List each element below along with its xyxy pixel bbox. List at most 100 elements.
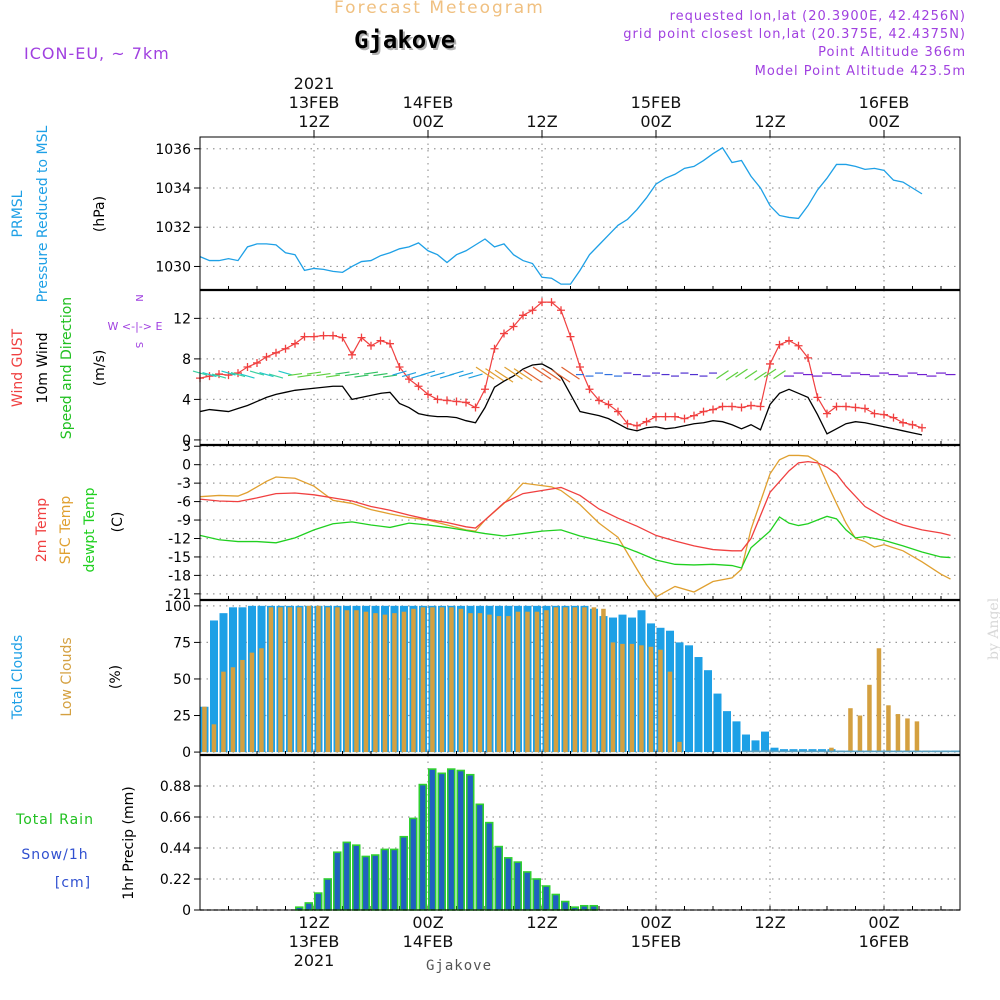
y-tick-label: -3: [177, 476, 191, 492]
wind-direction-arrow: [354, 374, 369, 378]
gust-marker: [614, 407, 622, 416]
wind-direction-arrow: [363, 371, 379, 375]
precip-bar: [494, 845, 503, 911]
gust-marker: [471, 403, 480, 412]
y-tick-label: 0: [182, 433, 191, 449]
precip-bar: [551, 893, 560, 911]
gust-marker: [291, 339, 299, 348]
total-cloud-bar: [770, 747, 779, 753]
gust-marker: [281, 344, 290, 353]
gust-marker: [224, 371, 233, 380]
gust-marker: [329, 331, 337, 340]
requested-coords: requested lon,lat (20.3900E, 42.4256N): [669, 9, 966, 24]
gust-marker: [737, 403, 746, 412]
wind-direction-arrow: [325, 374, 341, 378]
y-tick-label: -15: [168, 550, 191, 566]
precip-bar: [532, 878, 541, 911]
clouds-unit: (%): [108, 665, 124, 689]
y-tick-label: 1034: [155, 181, 191, 197]
wind-direction-arrow: [211, 373, 227, 379]
gust-marker: [804, 353, 812, 362]
gust-marker: [842, 402, 850, 411]
low-cloud-bar: [867, 684, 872, 753]
wind-direction-arrow: [763, 368, 777, 378]
gust-marker: [547, 298, 556, 307]
panel-frame: [199, 754, 961, 911]
low-cloud-bar: [572, 607, 578, 753]
model-altitude: Model Point Altitude 423.5m: [754, 64, 966, 79]
total-cloud-bar: [694, 657, 703, 753]
top-time-label: 14FEB: [403, 93, 454, 112]
gust-marker: [747, 401, 755, 410]
total-cloud-bar: [685, 645, 693, 753]
sfctemp-label: SFC Temp: [58, 496, 74, 565]
gust-marker: [851, 403, 860, 412]
gust-marker: [443, 396, 451, 405]
y-tick-label: 75: [173, 635, 191, 651]
wind-direction-arrow: [504, 366, 523, 380]
top-time-label: 12Z: [754, 112, 785, 131]
wind-direction-arrow: [230, 371, 246, 378]
gust-marker: [481, 385, 489, 394]
gust-marker: [880, 410, 888, 419]
pressure-unit: (hPa): [92, 196, 108, 232]
gust-marker: [766, 359, 774, 368]
y-tick-label: 1036: [155, 142, 191, 158]
wind-direction-arrow: [532, 366, 552, 380]
wind-direction-arrow: [278, 370, 293, 376]
gust-marker: [348, 350, 356, 359]
compass-south-label: S: [133, 342, 144, 348]
precip-bar: [370, 854, 380, 911]
total-cloud-bar: [713, 693, 722, 753]
gust-marker: [462, 398, 470, 407]
precip-bar: [408, 817, 418, 911]
gust-marker: [623, 419, 632, 428]
wind-direction-arrow: [259, 371, 274, 378]
y-tick-label: 25: [173, 709, 191, 725]
gust-marker: [585, 385, 594, 394]
low-cloud-bar: [914, 721, 920, 753]
precip-bar: [475, 803, 484, 911]
wind-gust-label: Wind GUST: [10, 328, 26, 407]
gust-marker: [595, 396, 603, 405]
precip-bar: [484, 821, 494, 911]
gust-marker: [661, 412, 670, 421]
wind-unit: (m/s): [92, 350, 108, 387]
gust-marker: [652, 412, 660, 421]
low-cloud-bar: [582, 607, 587, 753]
low-cloud-bar: [629, 643, 635, 753]
low-cloud-bar: [344, 610, 350, 753]
y-tick-label: 0: [182, 903, 191, 919]
low-cloud-bar: [202, 706, 207, 753]
gust-marker: [908, 420, 917, 429]
wind-direction-arrow: [392, 370, 407, 376]
top-time-label: 00Z: [868, 112, 899, 131]
footer-location: Gjakove: [426, 958, 493, 974]
low-cloud-bar: [591, 607, 597, 753]
low-cloud-bar: [525, 611, 530, 753]
temp-unit: (C): [110, 512, 126, 533]
low-cloud-bar: [354, 610, 359, 753]
y-tick-label: 1032: [155, 220, 191, 236]
wind-direction-arrow: [725, 371, 739, 381]
low-cloud-bar: [325, 607, 331, 753]
y-tick-label: 0.22: [160, 872, 191, 888]
gust-marker: [395, 362, 404, 371]
wind-direction-arrow: [485, 368, 504, 382]
y-tick-label: 0: [182, 745, 191, 761]
wind-direction-arrow: [287, 372, 303, 377]
gust-marker: [899, 418, 907, 427]
precip-bar: [560, 900, 570, 911]
wind-direction-arrow: [513, 368, 533, 382]
y-tick-label: -6: [177, 495, 191, 511]
low-cloud-bar: [905, 718, 910, 753]
low-cloud-bar: [857, 715, 863, 753]
low-cloud-bar: [240, 659, 245, 753]
precip-bar: [389, 848, 399, 911]
gust-marker: [861, 404, 869, 413]
total-cloud-bar: [675, 642, 684, 753]
gust-marker: [519, 311, 527, 320]
y-tick-label: -18: [168, 568, 191, 584]
low-cloud-bar: [382, 614, 388, 753]
